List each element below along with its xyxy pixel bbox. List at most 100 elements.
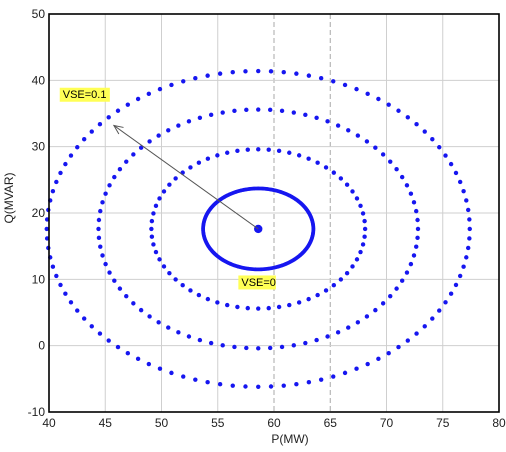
contour-point: [125, 102, 131, 107]
contour-point: [167, 182, 172, 187]
contour-point: [232, 344, 237, 350]
contour-point: [358, 203, 363, 209]
contour-point: [205, 296, 211, 302]
contour-point: [205, 156, 211, 161]
contour-point: [315, 160, 320, 165]
contour-point: [230, 69, 235, 75]
contour-point: [75, 145, 80, 150]
contour-point: [217, 382, 223, 387]
contour-point: [355, 133, 361, 138]
contour-point: [166, 128, 171, 133]
contour-point: [256, 346, 261, 351]
contour-point: [461, 188, 466, 194]
contour-point: [112, 278, 117, 283]
contour-point: [415, 235, 420, 241]
contour-point: [338, 277, 344, 282]
contour-point: [373, 307, 378, 313]
x-tick-label: 70: [380, 416, 394, 430]
contour-point: [208, 340, 214, 346]
contour-point: [318, 377, 324, 382]
contour-point: [225, 150, 230, 155]
contour-point: [331, 374, 336, 379]
contour-point: [54, 273, 59, 279]
contour-point: [325, 119, 330, 124]
contour-point: [314, 337, 319, 343]
contour-point: [267, 345, 273, 351]
contour-point: [50, 188, 56, 194]
contour-point: [344, 182, 350, 187]
contour-point: [186, 119, 192, 124]
contour-point: [256, 306, 261, 311]
contour-point: [404, 183, 410, 188]
contour-point: [354, 366, 359, 371]
contour-point: [396, 344, 401, 350]
contour-point: [115, 344, 121, 350]
contour-point: [81, 137, 87, 142]
contour-point: [354, 257, 360, 262]
y-tick-label: 50: [32, 7, 46, 21]
contour-point: [173, 277, 178, 282]
contour-point: [362, 226, 368, 232]
contour-point: [153, 203, 159, 209]
contour-point: [161, 264, 167, 269]
contour-point: [181, 79, 186, 84]
contour-point: [181, 374, 186, 379]
contour-point: [117, 286, 123, 291]
contour-point: [96, 235, 102, 241]
x-tick-label: 75: [436, 416, 450, 430]
contour-point: [54, 179, 59, 185]
contour-point: [180, 283, 185, 288]
contour-point: [161, 189, 167, 194]
contour-point: [342, 370, 348, 376]
contour-point: [365, 91, 370, 97]
contour-point: [281, 383, 286, 388]
contour-point: [296, 300, 302, 305]
annotation-arrow-head: [112, 124, 124, 135]
contour-point: [335, 330, 341, 335]
contour-point: [68, 153, 74, 158]
contour-point: [331, 283, 337, 288]
contour-point: [448, 291, 454, 296]
contour-point: [279, 108, 285, 114]
contour-point: [147, 139, 152, 144]
y-axis-label: Q(MVAR): [2, 172, 16, 223]
contour-point: [414, 122, 419, 127]
contour-point: [176, 330, 181, 335]
contour-point: [414, 331, 419, 336]
contour-point: [443, 300, 448, 305]
x-tick-label: 60: [267, 416, 281, 430]
contour-point: [107, 270, 112, 275]
contour-point: [176, 123, 181, 128]
contour-point: [376, 96, 381, 102]
contour-point: [430, 137, 435, 142]
contour-point: [215, 153, 220, 158]
contour-point: [156, 320, 161, 325]
y-tick-label: 10: [32, 272, 46, 286]
contour-point: [346, 325, 351, 330]
contour-point: [276, 148, 282, 154]
contour-point: [138, 145, 144, 150]
contour-point: [151, 211, 156, 216]
contour-point: [380, 152, 386, 157]
contour-point: [306, 73, 312, 78]
contour-point: [354, 86, 359, 92]
contour-point: [157, 86, 163, 92]
y-tick-label: 20: [32, 206, 46, 220]
contour-point: [287, 150, 292, 155]
contour-point: [131, 152, 136, 157]
contour-point: [354, 196, 360, 201]
contour-point: [146, 361, 152, 367]
contour-point: [467, 217, 472, 222]
contour-point: [311, 228, 316, 232]
contour-point: [362, 234, 367, 239]
contour-point: [232, 108, 237, 114]
contour-point: [415, 217, 420, 223]
contour-point: [215, 300, 220, 305]
contour-point: [466, 207, 471, 213]
contour-point: [100, 200, 105, 205]
contour-point: [89, 324, 94, 329]
contour-point: [411, 253, 417, 258]
contour-point: [63, 291, 68, 296]
contour-point: [196, 160, 202, 165]
contour-point: [267, 107, 273, 113]
